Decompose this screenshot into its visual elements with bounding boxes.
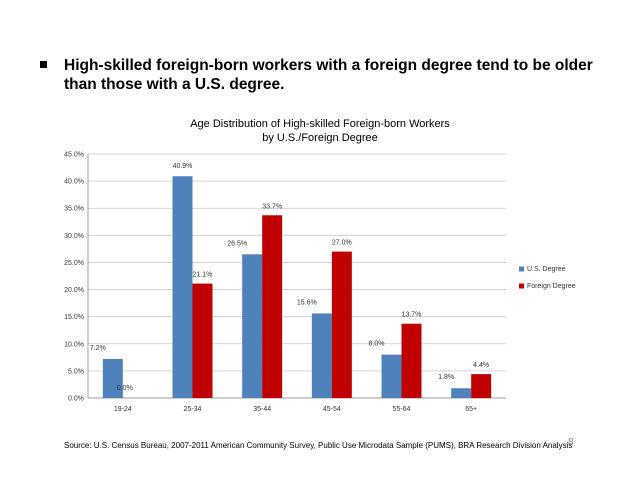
data-label: 13.7% [402, 312, 422, 319]
source-note: Source: U.S. Census Bureau, 2007-2011 Am… [64, 441, 573, 450]
y-tick-label: 10.0% [64, 341, 84, 348]
data-label: 15.6% [297, 299, 317, 306]
legend-swatch-foreign-degree [519, 283, 524, 289]
y-tick-label: 5.0% [68, 368, 84, 375]
legend-swatch-us-degree [519, 266, 524, 272]
y-tick-label: 45.0% [64, 152, 84, 159]
data-label: 1.8% [438, 374, 454, 381]
bar-foreign-degree [262, 215, 283, 398]
bar-us-degree [242, 254, 263, 398]
legend-label: U.S. Degree [527, 266, 566, 273]
y-tick-label: 35.0% [64, 206, 84, 213]
headline: High-skilled foreign-born workers with a… [40, 56, 600, 94]
chart-title: Age Distribution of High-skilled Foreign… [190, 118, 450, 130]
x-tick-label: 45-54 [323, 406, 341, 413]
data-label: 27.0% [332, 240, 352, 247]
bullet-icon [40, 61, 47, 68]
x-tick-label: 35-44 [253, 406, 271, 413]
data-label: 26.5% [227, 240, 247, 247]
data-label: 8.0% [369, 341, 385, 348]
y-tick-label: 20.0% [64, 287, 84, 294]
legend-label: Foreign Degree [527, 283, 576, 290]
bar-us-degree [172, 176, 193, 398]
x-tick-label: 19-24 [114, 406, 132, 413]
y-tick-label: 25.0% [64, 260, 84, 267]
bar-foreign-degree [401, 323, 422, 398]
data-label: 7.2% [90, 345, 106, 352]
bar-us-degree [381, 354, 402, 398]
bar-us-degree [311, 313, 332, 398]
y-tick-label: 40.0% [64, 179, 84, 186]
data-label: 4.4% [473, 362, 489, 369]
bar-foreign-degree [331, 251, 352, 398]
bar-foreign-degree [192, 283, 213, 398]
headline-text: High-skilled foreign-born workers with a… [64, 57, 593, 93]
data-label: 40.9% [173, 163, 193, 170]
bar-us-degree [102, 358, 123, 398]
x-tick-label: 65+ [465, 406, 477, 413]
x-tick-label: 25-34 [184, 406, 202, 413]
data-label: 33.7% [262, 203, 282, 210]
x-tick-label: 55-64 [393, 406, 411, 413]
data-label: 21.1% [193, 272, 213, 279]
data-label: 0.0% [117, 385, 133, 392]
page-number: 8 [568, 437, 574, 448]
bar-foreign-degree [471, 374, 492, 398]
y-tick-label: 0.0% [68, 396, 84, 403]
bar-us-degree [451, 388, 472, 398]
y-tick-label: 15.0% [64, 314, 84, 321]
y-tick-label: 30.0% [64, 233, 84, 240]
chart-subtitle: by U.S./Foreign Degree [262, 132, 378, 144]
